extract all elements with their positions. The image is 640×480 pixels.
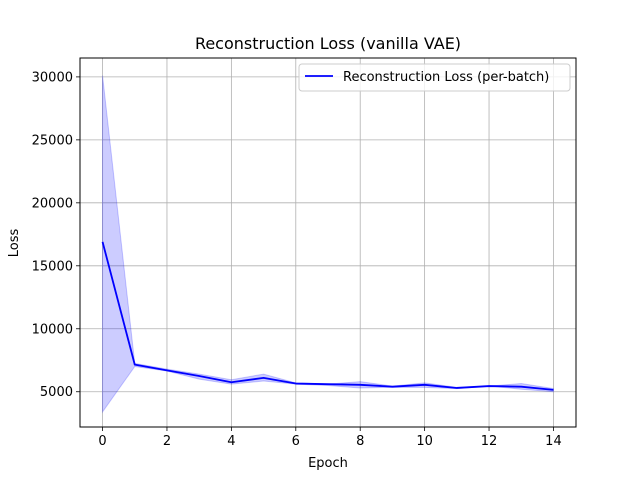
x-tick-label: 14 [545,434,562,449]
legend-box [298,63,571,92]
x-tick-label: 2 [163,434,171,449]
x-tick-label: 4 [227,434,235,449]
x-axis-label: Epoch [308,456,348,471]
series-0-band [102,75,554,414]
y-tick-label: 20000 [32,196,73,211]
y-axis-label: Loss [7,229,22,258]
x-tick-label: 6 [292,434,300,449]
y-tick-label: 5000 [40,385,73,400]
ticks: 0 2 4 6 8 10 12 14 5000 10000 15000 20000 25000 30000 [32,70,562,449]
x-tick-label: 0 [98,434,106,449]
y-tick-label: 30000 [32,70,73,85]
series-0-line [101,241,554,391]
x-tick-label: 8 [356,434,364,449]
legend-label: Reconstruction Loss (per-batch) [343,70,549,85]
x-tick-label: 10 [416,434,433,449]
y-tick-label: 25000 [32,133,73,148]
legend: Reconstruction Loss (per-batch) [298,63,571,92]
line-layer [101,241,554,391]
band-layer [102,75,554,414]
x-tick-label: 12 [481,434,498,449]
plot-frame [79,57,577,428]
y-tick-label: 15000 [32,259,73,274]
y-tick-label: 10000 [32,322,73,337]
chart-title: Reconstruction Loss (vanilla VAE) [195,34,461,53]
